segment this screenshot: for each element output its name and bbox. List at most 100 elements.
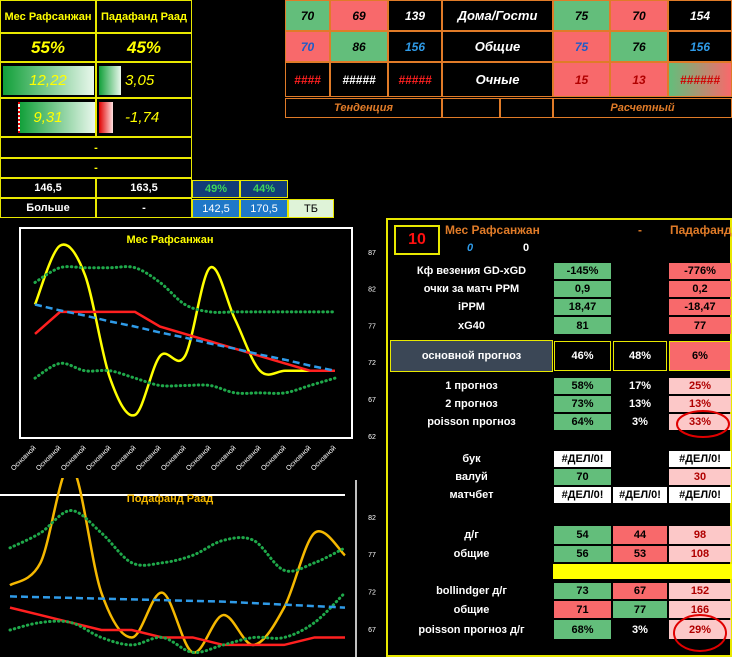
left-cell: 146,5 bbox=[0, 178, 96, 198]
left-cell: - bbox=[0, 137, 192, 158]
left-cell: - bbox=[0, 158, 192, 178]
stat-cell: 71 bbox=[554, 601, 611, 618]
table-cell: 86 bbox=[330, 31, 388, 62]
score: 0 bbox=[466, 242, 474, 254]
row-label: iPPM bbox=[458, 301, 485, 313]
x-tick-label: Основной bbox=[134, 444, 162, 472]
x-tick-label: Основной bbox=[234, 444, 262, 472]
table-cell: Дома/Гости bbox=[442, 0, 553, 31]
x-tick-label: Основной bbox=[184, 444, 212, 472]
x-tick-label: Основной bbox=[34, 444, 62, 472]
stat-cell: 17% bbox=[613, 378, 667, 394]
stat-cell: 58% bbox=[554, 378, 611, 394]
row-label: валуй bbox=[455, 471, 488, 483]
table-cell: 156 bbox=[668, 31, 732, 62]
series-line bbox=[33, 243, 335, 417]
side-cell: ТБ bbox=[288, 199, 334, 218]
left-cell: Мес Рафсанжан bbox=[0, 0, 96, 33]
row-label: poisson прогноз д/г bbox=[418, 623, 525, 636]
x-tick-label: Основной bbox=[109, 444, 137, 472]
table-cell: Тенденция bbox=[285, 98, 442, 118]
row-label: матчбет bbox=[449, 489, 494, 501]
stat-cell: 98 bbox=[669, 526, 731, 544]
y-tick-label: 62 bbox=[368, 434, 376, 441]
stat-cell: 77 bbox=[669, 317, 731, 334]
x-tick-label: Основной bbox=[159, 444, 187, 472]
stat-cell: 0,2 bbox=[669, 281, 731, 297]
stat-cell: -145% bbox=[554, 263, 611, 279]
chart-title: Мес Рафсанжан bbox=[127, 234, 214, 246]
stat-cell: 56 bbox=[554, 546, 611, 562]
table-cell: 76 bbox=[610, 31, 668, 62]
row-label: 2 прогноз bbox=[445, 398, 498, 410]
stat-cell: 44 bbox=[613, 526, 667, 544]
series-line bbox=[9, 606, 345, 647]
table-cell: 70 bbox=[285, 0, 330, 31]
table-cell: Очные bbox=[442, 62, 553, 97]
x-tick-label: Основной bbox=[309, 444, 337, 472]
table-cell: 69 bbox=[330, 0, 388, 31]
table-cell: 75 bbox=[553, 0, 610, 31]
series-line bbox=[9, 478, 346, 654]
panel-frame bbox=[386, 218, 732, 657]
chart-frame bbox=[19, 227, 353, 439]
table-cell: #### bbox=[285, 62, 330, 97]
series-line bbox=[8, 509, 347, 573]
series-line bbox=[34, 303, 336, 372]
team-name: Мес Рафсанжан bbox=[445, 223, 540, 237]
table-cell: Общие bbox=[442, 31, 553, 62]
row-label: бук bbox=[462, 453, 481, 465]
y-tick-label: 77 bbox=[368, 552, 376, 559]
table-cell: 70 bbox=[285, 31, 330, 62]
row-label: общие bbox=[453, 548, 490, 560]
stat-cell: 18,47 bbox=[554, 299, 611, 315]
series-line bbox=[33, 361, 337, 395]
row-label: д/г bbox=[464, 529, 479, 541]
yellow-bar bbox=[553, 564, 732, 579]
left-cell: - bbox=[96, 198, 192, 218]
left-cell: -1,74 bbox=[96, 98, 192, 137]
side-cell: 170,5 bbox=[240, 199, 288, 218]
team-name: Падафанд bbox=[670, 223, 732, 237]
row-label: очки за матч PPM bbox=[423, 283, 520, 295]
left-cell: 9,31 bbox=[0, 98, 96, 137]
row-label: bollindger д/г bbox=[436, 585, 507, 597]
table-cell: 156 bbox=[388, 31, 442, 62]
x-tick-label: Основной bbox=[259, 444, 287, 472]
stat-cell: #ДЕЛ/0! bbox=[669, 451, 731, 467]
chart: 626772778287ОсновнойОсновнойОсновнойОсно… bbox=[9, 227, 376, 472]
stat-cell: 73 bbox=[554, 583, 611, 599]
x-tick-label: Основной bbox=[59, 444, 87, 472]
stat-cell: 67 bbox=[613, 583, 667, 599]
stat-cell: 0,9 bbox=[554, 281, 611, 297]
stat-cell: 6% bbox=[669, 341, 731, 371]
table-cell: ###### bbox=[668, 62, 732, 97]
stat-cell: 108 bbox=[669, 546, 731, 562]
left-cell: 163,5 bbox=[96, 178, 192, 198]
separator: - bbox=[638, 223, 642, 237]
left-cell: 45% bbox=[96, 33, 192, 62]
row-label: основной прогноз bbox=[390, 340, 553, 372]
table-cell: 70 bbox=[610, 0, 668, 31]
row-label: poisson прогноз bbox=[427, 416, 516, 428]
left-cell: Больше bbox=[0, 198, 96, 218]
stat-cell: 48% bbox=[613, 341, 667, 371]
chart-title: Подафанд Раад bbox=[127, 493, 213, 505]
table-cell: 139 bbox=[388, 0, 442, 31]
left-cell: 12,22 bbox=[0, 62, 96, 98]
stat-cell: 3% bbox=[613, 414, 667, 430]
stat-cell: 53 bbox=[613, 546, 667, 562]
table-cell: 154 bbox=[668, 0, 732, 31]
table-cell: 15 bbox=[553, 62, 610, 97]
stat-cell: 46% bbox=[554, 341, 611, 371]
stat-cell: 64% bbox=[554, 414, 611, 430]
stat-cell: 73% bbox=[554, 396, 611, 412]
series-line bbox=[34, 310, 335, 373]
left-cell: 55% bbox=[0, 33, 96, 62]
x-tick-label: Основной bbox=[209, 444, 237, 472]
stat-cell: -776% bbox=[669, 263, 731, 279]
y-tick-label: 82 bbox=[368, 515, 376, 522]
stat-cell: 25% bbox=[669, 378, 731, 394]
stat-cell: #ДЕЛ/0! bbox=[554, 487, 611, 503]
bar bbox=[99, 102, 113, 133]
